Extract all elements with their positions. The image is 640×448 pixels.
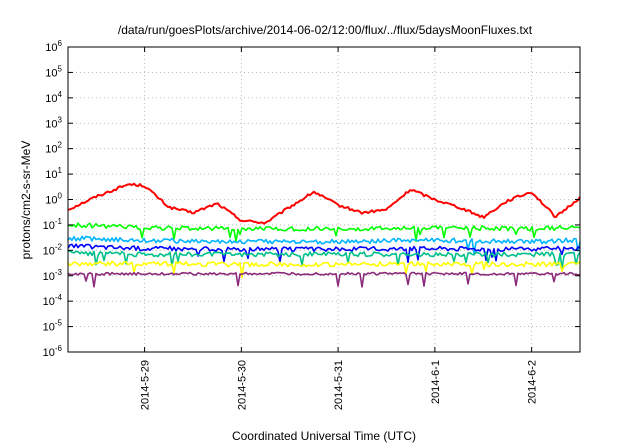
y-tick-label: 10-1	[43, 217, 63, 232]
x-tick-label: 2014-6-2	[527, 360, 539, 404]
series-line-5	[67, 250, 581, 270]
y-tick-label: 10-6	[43, 344, 63, 359]
series-line-6	[67, 260, 581, 279]
y-tick-label: 103	[45, 115, 62, 130]
grid-lines	[68, 47, 580, 352]
x-tick-label: 2014-5-31	[333, 360, 345, 410]
series-line-4	[67, 243, 581, 264]
y-axis: 10-6 10-5 10-4 10-3 10-2 10-1 100 101 102 103 104 1…	[43, 39, 580, 359]
y-tick-label: 101	[45, 166, 62, 181]
series-line-3	[67, 235, 581, 255]
series-lines	[67, 182, 581, 288]
y-tick-label: 106	[45, 39, 62, 54]
y-tick-label: 10-5	[43, 319, 63, 334]
y-tick-label: 10-2	[43, 242, 63, 257]
y-tick-label: 10-3	[43, 268, 63, 283]
x-axis-label: Coordinated Universal Time (UTC)	[232, 429, 416, 443]
y-tick-label: 102	[45, 141, 62, 156]
x-axis: 2014-5-29 2014-5-30 2014-5-31 2014-6-1 2014-…	[140, 47, 539, 410]
series-line-7	[67, 271, 581, 288]
x-tick-label: 2014-6-1	[430, 360, 442, 404]
x-tick-label: 2014-5-30	[236, 360, 248, 410]
x-tick-label: 2014-5-29	[140, 360, 152, 410]
y-tick-label: 100	[45, 192, 62, 207]
y-tick-label: 10-4	[43, 293, 63, 308]
series-line-2	[67, 222, 581, 243]
y-tick-label: 105	[45, 64, 62, 79]
y-tick-label: 104	[45, 90, 62, 105]
y-axis-label: protons/cm2-s-sr-MeV	[19, 141, 33, 260]
series-line-1	[67, 182, 581, 225]
chart-title: /data/run/goesPlots/archive/2014-06-02/1…	[118, 23, 533, 37]
